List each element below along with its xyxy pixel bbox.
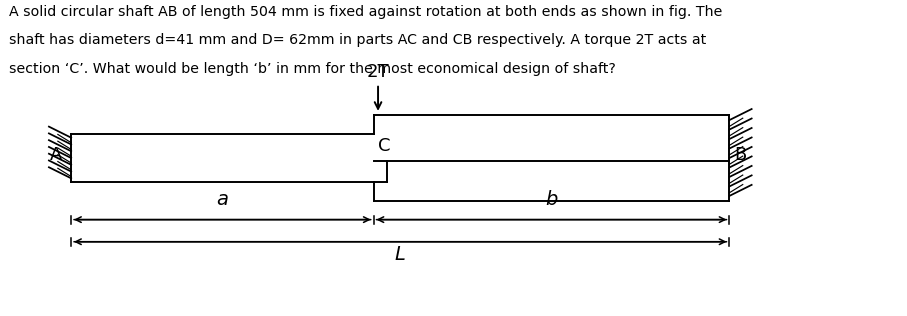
Text: C: C [378, 137, 391, 155]
Text: section ‘C’. What would be length ‘b’ in mm for the most economical design of sh: section ‘C’. What would be length ‘b’ in… [9, 62, 616, 76]
Text: B: B [734, 146, 746, 164]
Text: 2T: 2T [366, 63, 389, 81]
Text: A solid circular shaft AB of length 504 mm is fixed against rotation at both end: A solid circular shaft AB of length 504 … [9, 5, 722, 19]
Text: a: a [217, 190, 229, 209]
Text: b: b [545, 190, 558, 209]
Text: shaft has diameters d=41 mm and D= 62mm in parts AC and CB respectively. A torqu: shaft has diameters d=41 mm and D= 62mm … [9, 33, 707, 47]
Text: L: L [395, 245, 405, 264]
Text: A: A [50, 146, 63, 164]
